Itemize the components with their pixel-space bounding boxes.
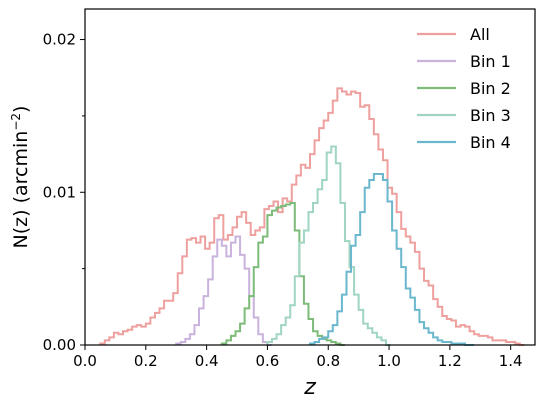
y-axis-label: N(z) (arcmin−2) (9, 106, 32, 249)
y-tick-label: 0.02 (43, 31, 76, 49)
y-tick-label: 0.00 (43, 336, 76, 354)
series-line-1 (99, 87, 525, 346)
series-line-2 (175, 235, 272, 346)
x-tick-label: 1.2 (438, 352, 462, 370)
x-tick-label: 0.0 (73, 352, 97, 370)
x-tick-label: 0.8 (316, 352, 340, 370)
series-line-5 (309, 172, 475, 346)
legend-label-3: Bin 2 (470, 79, 511, 98)
x-tick-label: 0.6 (256, 352, 280, 370)
x-axis-label: z (303, 375, 316, 400)
legend-label-4: Bin 3 (470, 106, 511, 125)
ticks-group: 0.0 0.2 0.4 0.6 0.8 1.0 1.2 1.4 0.00 0.01 0.02 (43, 31, 523, 370)
legend-label-5: Bin 4 (470, 133, 511, 152)
x-tick-label: 0.4 (195, 352, 219, 370)
legend: All Bin 1 Bin 2 Bin 3 Bin 4 (417, 25, 511, 152)
series-line-3 (220, 201, 345, 346)
x-tick-label: 0.2 (134, 352, 158, 370)
x-tick-label: 1.0 (377, 352, 401, 370)
plot-series-group (99, 87, 525, 346)
y-tick-label: 0.01 (43, 183, 76, 201)
y-axis-label-main: N(z) (arcmin (10, 131, 32, 249)
legend-label-2: Bin 1 (470, 52, 511, 71)
x-tick-label: 1.4 (499, 352, 523, 370)
y-axis-label-sup: −2 (9, 113, 23, 131)
y-axis-label-end: ) (10, 106, 32, 113)
legend-label-1: All (470, 25, 490, 44)
axes-frame (84, 8, 536, 346)
series-line-4 (266, 145, 391, 346)
